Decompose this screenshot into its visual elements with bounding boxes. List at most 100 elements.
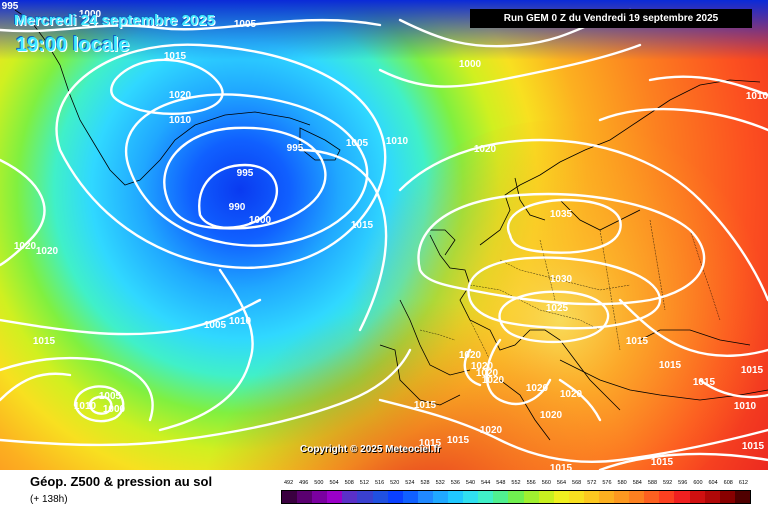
scale-swatch (312, 491, 328, 503)
scale-value: 600 (693, 480, 703, 486)
scale-value: 508 (344, 480, 354, 486)
valid-date: Mercredi 24 septembre 2025 (14, 12, 215, 29)
isobar-label: 1020 (526, 383, 549, 394)
isobar-label: 1010 (746, 91, 768, 102)
scale-value: 568 (572, 480, 582, 486)
isobar-label: 1015 (741, 365, 764, 376)
scale-value: 572 (587, 480, 597, 486)
scale-swatch (342, 491, 358, 503)
scale-value: 608 (723, 480, 733, 486)
scale-value: 496 (299, 480, 309, 486)
scale-swatch (583, 491, 599, 503)
scale-swatch (523, 491, 539, 503)
isobar-label: 1005 (234, 19, 257, 30)
isobar-label: 1010 (169, 115, 192, 126)
scale-swatch (357, 491, 373, 503)
scale-swatch (417, 491, 433, 503)
southern-warm-shading (180, 300, 768, 470)
scale-swatch (448, 491, 464, 503)
isobar-label: 1015 (550, 463, 573, 470)
isobar-label: 1020 (474, 144, 497, 155)
scale-value: 532 (435, 480, 445, 486)
isobar-label: 1000 (249, 215, 272, 226)
copyright-notice: Copyright © 2025 Meteociel.fr (300, 444, 441, 455)
isobar-label: 1020 (540, 410, 563, 421)
isobar-label: 1020 (560, 389, 583, 400)
isobar-label: 1015 (626, 336, 649, 347)
scale-swatch (402, 491, 418, 503)
scale-swatch (327, 491, 343, 503)
isobar-label: 1015 (651, 457, 674, 468)
scale-swatch (568, 491, 584, 503)
scale-swatch (372, 491, 388, 503)
scale-value: 564 (556, 480, 567, 486)
scale-value: 500 (314, 480, 324, 486)
scale-value: 552 (511, 480, 521, 486)
scale-value: 580 (617, 480, 627, 486)
scale-swatch (508, 491, 524, 503)
scale-value: 524 (405, 480, 415, 486)
scale-swatch (659, 491, 675, 503)
isobar-label: 1020 (471, 361, 494, 372)
scale-swatch (629, 491, 645, 503)
isobar-label: 995 (2, 1, 19, 12)
product-title: Géop. Z500 & pression au sol (30, 474, 213, 489)
scale-swatch (538, 491, 554, 503)
scale-value: 520 (390, 480, 400, 486)
scale-swatch (674, 491, 690, 503)
scale-value: 604 (708, 480, 718, 486)
scale-value: 492 (283, 480, 294, 486)
scale-swatch (719, 491, 735, 503)
isobar-label: 1035 (550, 209, 573, 220)
scale-value: 516 (374, 480, 385, 486)
scale-value: 556 (526, 480, 536, 486)
scale-value: 536 (450, 480, 460, 486)
scale-value: 584 (632, 480, 642, 486)
isobar-label: 1015 (447, 435, 470, 446)
scale-value: 548 (496, 480, 506, 486)
isobar-label: 1020 (169, 90, 192, 101)
scale-swatch (432, 491, 449, 503)
isobar-labels: 9951000100510151000102010101010101010059… (2, 1, 768, 470)
scale-swatch (478, 491, 494, 503)
scale-swatch (553, 491, 569, 503)
color-scale-bar (281, 490, 751, 504)
isobar-label: 990 (229, 202, 246, 213)
model-run-label: Run GEM 0 Z du Vendredi 19 septembre 202… (470, 9, 752, 28)
isobar-label: 1020 (482, 375, 505, 386)
isobar-label: 1010 (734, 401, 757, 412)
isobar-label: 1015 (659, 360, 682, 371)
scale-value: 592 (663, 480, 673, 486)
valid-time: 19:00 locale (16, 34, 130, 56)
scale-swatch (282, 491, 298, 503)
isobar-label: 995 (287, 143, 304, 154)
isobar-label: 1020 (14, 241, 37, 252)
isobar-label: 1015 (33, 336, 56, 347)
scale-swatch (493, 491, 509, 503)
scale-value: 576 (602, 480, 612, 486)
isobar-label: 1000 (459, 59, 482, 70)
scale-swatch (644, 491, 660, 503)
isobar-label: 1020 (36, 246, 59, 257)
scale-swatch (734, 491, 750, 503)
forecast-map: 9951000100510151000102010101010101010059… (0, 0, 768, 470)
scale-value: 588 (647, 480, 658, 486)
isobar-label: 995 (237, 168, 254, 179)
scale-value: 512 (359, 480, 369, 486)
isobar-label: 1000 (103, 404, 126, 415)
scale-value: 596 (678, 480, 688, 486)
forecast-hour: (+ 138h) (30, 494, 68, 505)
isobar-label: 1015 (693, 377, 716, 388)
scale-value: 560 (541, 480, 551, 486)
scale-value: 612 (738, 480, 748, 486)
isobar-label: 1015 (414, 400, 437, 411)
isobar-label: 1010 (229, 316, 252, 327)
color-scale-labels: 492 496 500 504 508 512 516 520 524 528 532 536 540 5… (281, 480, 751, 489)
scale-swatch (704, 491, 720, 503)
isobar-label: 1030 (550, 274, 573, 285)
isobar-label: 1015 (742, 441, 765, 452)
isobar-lines (0, 8, 768, 470)
isobar-label: 1015 (164, 51, 187, 62)
isobar-label: 1015 (351, 220, 374, 231)
